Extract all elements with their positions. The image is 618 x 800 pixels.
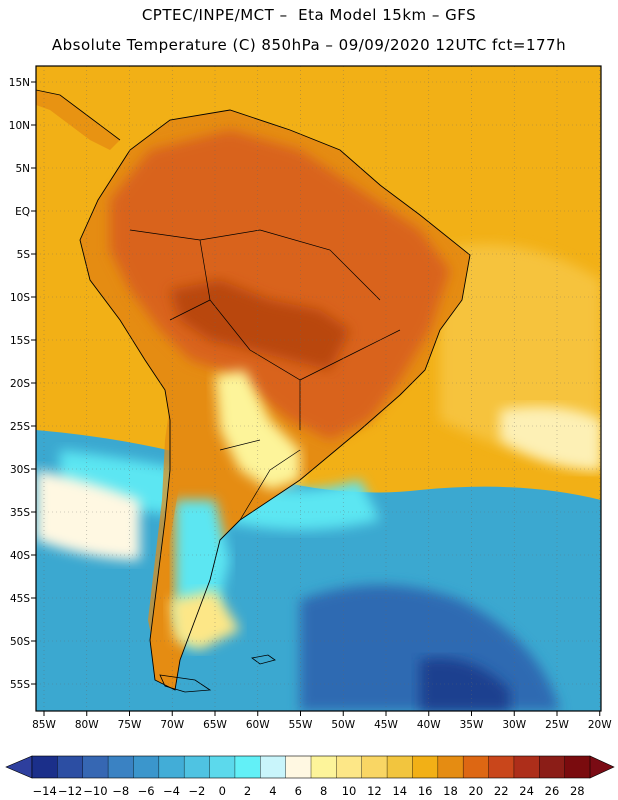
colorbar-label: −2 <box>188 784 205 798</box>
central-america-coast <box>36 89 121 141</box>
colorbar-swatch <box>336 756 363 778</box>
colorbar-swatch <box>234 756 261 778</box>
east-ocean-pale <box>500 406 601 470</box>
colorbar-label: 6 <box>295 784 302 798</box>
colorbar-label: 14 <box>392 784 407 798</box>
colorbar-swatch <box>184 756 211 778</box>
colorbar: −14 −12 −10 −8 −6 −4 −2 0 2 4 6 8 10 12 14 16 18 20 22 24 26… <box>5 755 615 798</box>
colorbar-swatch <box>209 756 236 778</box>
lon-label: 60W <box>246 719 270 731</box>
colorbar-label: 22 <box>494 784 509 798</box>
colorbar-swatch <box>158 756 185 778</box>
colorbar-swatch <box>133 756 160 778</box>
colorbar-label: 28 <box>570 784 585 798</box>
lat-label: 35S <box>10 507 30 519</box>
colorbar-label: −4 <box>163 784 180 798</box>
lon-label: 80W <box>75 719 99 731</box>
patagonia-yellow <box>170 590 240 650</box>
lon-label: 65W <box>203 719 227 731</box>
lat-label: 5S <box>17 249 31 261</box>
lat-label: 25S <box>10 421 30 433</box>
lon-label: 75W <box>118 719 142 731</box>
colorbar-label: 4 <box>269 784 276 798</box>
colorbar-swatch <box>387 756 413 778</box>
colorbar-swatch <box>412 756 439 778</box>
colorbar-label: −6 <box>138 784 155 798</box>
lon-label: 55W <box>289 719 313 731</box>
colorbar-label: 12 <box>367 784 382 798</box>
colorbar-label: 20 <box>469 784 484 798</box>
lon-label: 45W <box>374 719 398 731</box>
lat-label: 20S <box>10 378 30 390</box>
colorbar-swatch <box>32 756 58 778</box>
lat-label: 50S <box>10 636 30 648</box>
lat-label: 15S <box>10 335 30 347</box>
lat-label: 45S <box>10 593 30 605</box>
colorbar-swatch <box>488 756 515 778</box>
colorbar-swatch <box>539 756 566 778</box>
lat-label: 10N <box>9 120 30 132</box>
land-hot-zone <box>110 130 450 440</box>
colorbar-swatch <box>311 756 337 778</box>
colorbar-label: 0 <box>219 784 226 798</box>
colorbar-label: −14 <box>33 784 57 798</box>
latitude-labels: 15N 10N 5N EQ 5S 10S 15S 20S 25S 30S 35S 40S 45S 50S 5… <box>9 77 36 691</box>
title-line-1: CPTEC/INPE/MCT – Eta Model 15km – GFS <box>141 6 477 24</box>
central-america <box>36 90 120 150</box>
andes-ridge <box>148 390 182 640</box>
falkland-islands <box>251 654 276 665</box>
colorbar-swatch <box>463 756 490 778</box>
lat-label: 40S <box>10 550 30 562</box>
longitude-labels: 85W 80W 75W 70W 65W 60W 55W 50W 45W 40W 35W 30W 25W 2… <box>32 711 612 731</box>
lon-label: 70W <box>160 719 184 731</box>
pale-band <box>36 470 140 560</box>
colorbar-swatch <box>513 756 540 778</box>
coastline <box>79 109 471 691</box>
colorbar-swatch <box>82 756 109 778</box>
lon-label: 35W <box>460 719 484 731</box>
colorbar-swatch <box>260 756 287 778</box>
lat-label: 55S <box>10 679 30 691</box>
lon-label: 25W <box>545 719 569 731</box>
colorbar-label: 10 <box>342 784 357 798</box>
lat-label: EQ <box>15 206 30 218</box>
lon-label: 40W <box>417 719 441 731</box>
colorbar-label: −8 <box>112 784 129 798</box>
lon-label: 20W <box>588 719 612 731</box>
colorbar-label: −10 <box>83 784 107 798</box>
lon-label: 30W <box>502 719 526 731</box>
colorbar-label: 26 <box>545 784 560 798</box>
colorbar-label: 16 <box>418 784 433 798</box>
lat-label: 30S <box>10 464 30 476</box>
temperature-map <box>36 66 601 711</box>
colorbar-swatch <box>361 756 388 778</box>
colorbar-label: 18 <box>443 784 458 798</box>
title-line-2: Absolute Temperature (C) 850hPa – 09/09/… <box>51 36 567 54</box>
colorbar-swatch <box>437 756 464 778</box>
map-frame <box>35 65 602 712</box>
coldest-core <box>420 658 510 711</box>
colorbar-label: 2 <box>244 784 251 798</box>
colorbar-label: −12 <box>58 784 82 798</box>
country-borders <box>129 229 401 521</box>
colorbar-left-arrow <box>5 755 33 779</box>
lat-label: 15N <box>9 77 30 89</box>
colorbar-swatch <box>285 756 312 778</box>
colorbar-swatch <box>564 756 591 778</box>
lat-label: 10S <box>10 292 30 304</box>
colorbar-label: 8 <box>320 784 327 798</box>
colorbar-swatch <box>108 756 134 778</box>
lon-label: 50W <box>331 719 355 731</box>
colorbar-label: 24 <box>519 784 534 798</box>
colorbar-swatch <box>57 756 84 778</box>
colorbar-right-arrow <box>589 755 615 779</box>
lat-label: 5N <box>15 163 30 175</box>
lon-label: 85W <box>32 719 56 731</box>
